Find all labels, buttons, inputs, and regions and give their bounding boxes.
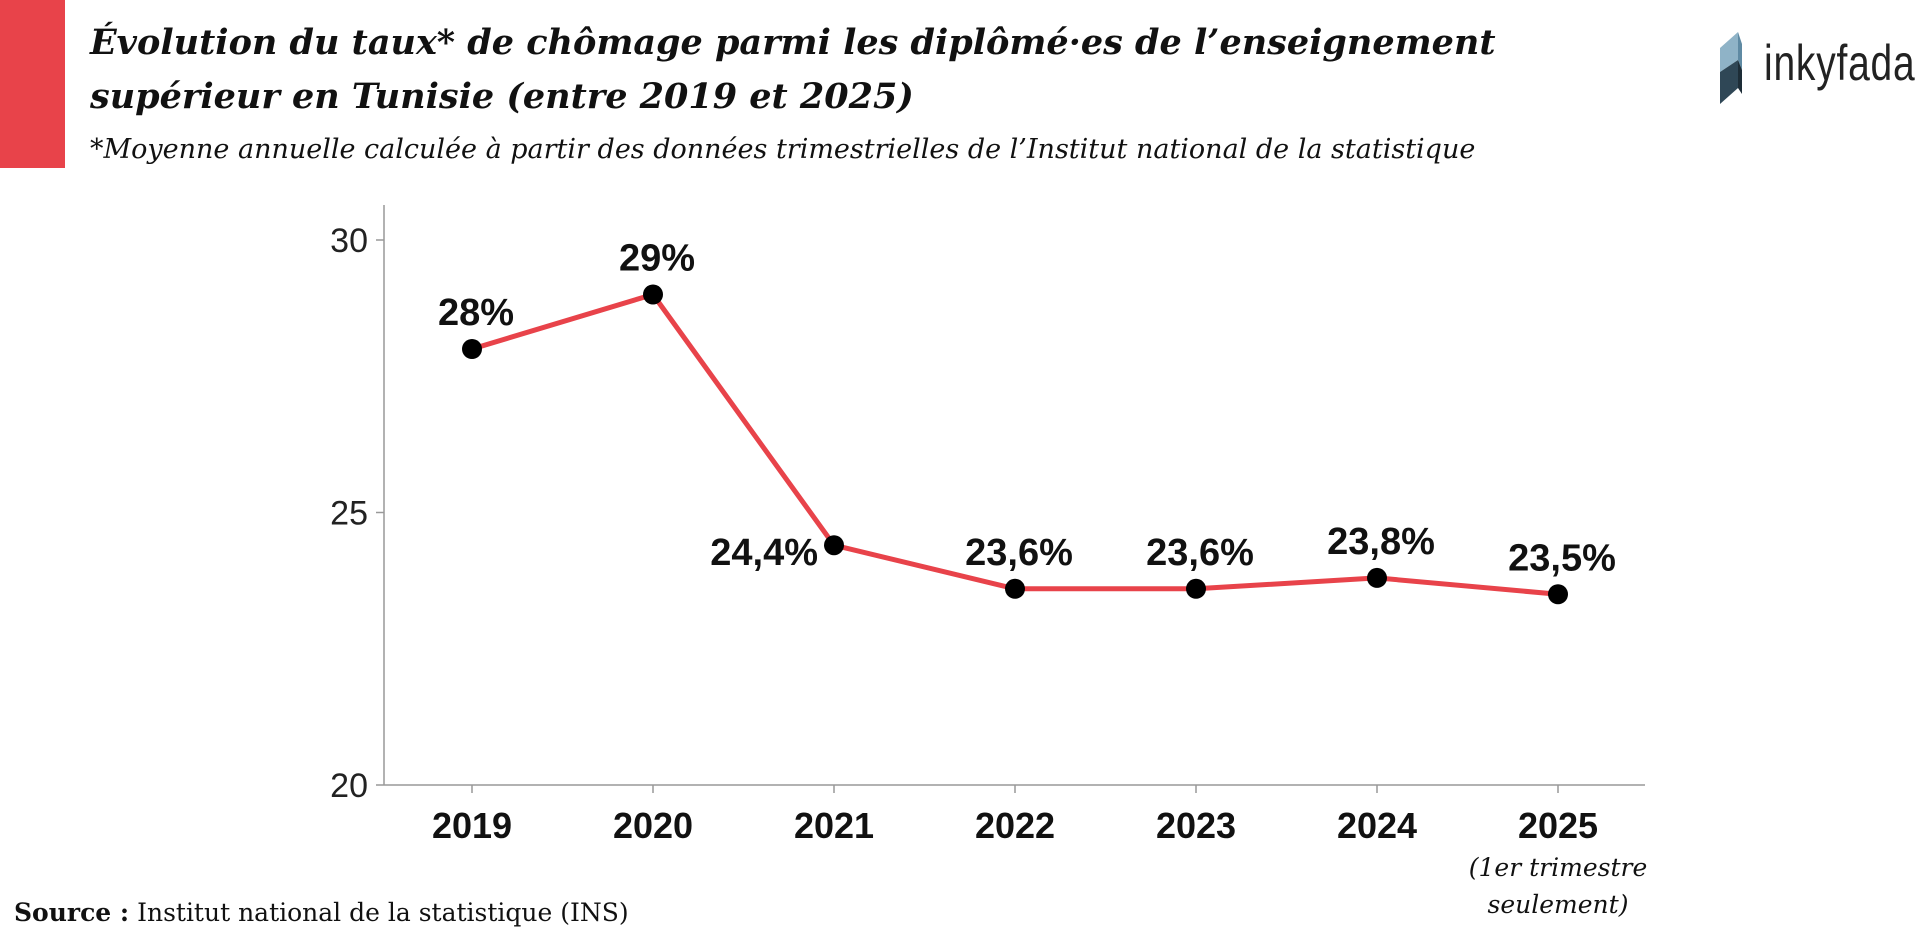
x-tick-label: 2025	[1518, 805, 1598, 846]
x-tick-label: 2024	[1337, 805, 1417, 846]
data-point	[643, 284, 663, 305]
data-point	[824, 535, 844, 556]
accent-bar	[0, 0, 65, 168]
stacked-shards-logo-icon	[1720, 32, 1742, 104]
data-label: 23,8%	[1327, 521, 1435, 563]
data-label: 29%	[619, 238, 695, 280]
inkyfada-logo: inkyfada	[1716, 30, 1916, 110]
y-tick-label: 30	[330, 222, 368, 260]
x-tick-label: 2021	[794, 805, 874, 846]
data-point	[1548, 584, 1568, 605]
chart-axes	[383, 205, 1645, 786]
source-label: Source :	[14, 898, 130, 927]
data-point	[462, 339, 482, 359]
x-axis-ticks: 2019 2020 2021 2022 2023 2024 2025 (1er trimest…	[432, 785, 1647, 919]
source-text: Institut national de la statistique (INS…	[129, 898, 629, 927]
data-point	[1186, 578, 1206, 599]
x-tick-label: 2019	[432, 805, 512, 846]
data-points	[462, 284, 1568, 605]
x-tick-note: (1er trimestre	[1469, 853, 1647, 882]
data-label: 23,5%	[1508, 537, 1616, 579]
chart-subtitle: *Moyenne annuelle calculée à partir des …	[90, 134, 1476, 165]
logo-text: inkyfada	[1764, 35, 1916, 91]
data-point	[1367, 567, 1387, 588]
data-label: 28%	[438, 292, 514, 334]
source-line: Source : Institut national de la statist…	[14, 898, 629, 927]
y-tick-label: 25	[330, 495, 368, 533]
x-tick-label: 2022	[975, 805, 1055, 846]
data-point	[1005, 578, 1025, 599]
x-tick-label: 2023	[1156, 805, 1236, 846]
data-label: 23,6%	[1146, 532, 1254, 574]
y-tick-label: 20	[330, 767, 368, 805]
data-label: 23,6%	[965, 532, 1073, 574]
x-tick-label: 2020	[613, 805, 693, 846]
data-labels: 28% 29% 24,4% 23,6% 23,6% 23,8% 23,5%	[438, 238, 1616, 580]
x-tick-note: seulement)	[1488, 890, 1629, 919]
data-label: 24,4%	[710, 532, 818, 574]
chart-title: Évolution du taux* de chômage parmi les …	[90, 22, 1496, 117]
y-axis-ticks: 20 25 30	[330, 222, 384, 805]
